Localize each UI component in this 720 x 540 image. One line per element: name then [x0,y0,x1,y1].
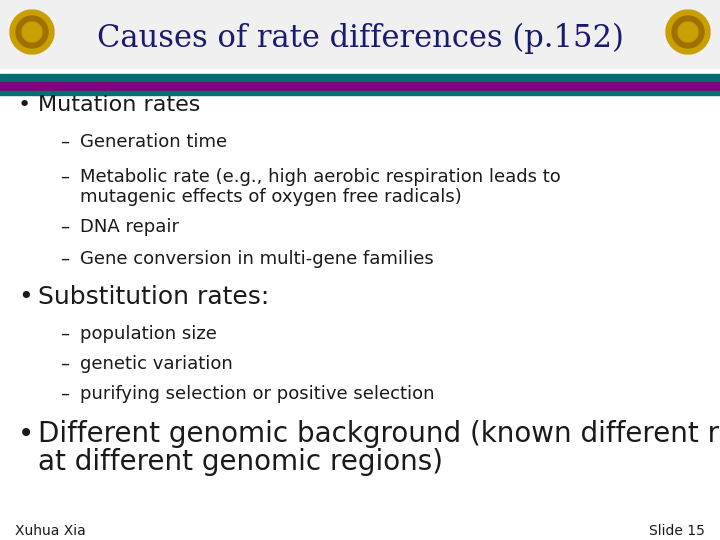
Circle shape [672,16,704,48]
Text: population size: population size [80,325,217,343]
Text: –: – [60,355,69,373]
Text: –: – [60,385,69,403]
Circle shape [22,22,42,42]
Text: Substitution rates:: Substitution rates: [38,285,269,309]
Text: Different genomic background (known different rates: Different genomic background (known diff… [38,420,720,448]
Bar [0,74,720,82]
Text: Generation time: Generation time [80,133,227,151]
Circle shape [10,10,54,54]
Text: genetic variation: genetic variation [80,355,233,373]
Bar [0,0,720,68]
Circle shape [16,16,48,48]
Text: •: • [18,420,35,448]
Text: •: • [18,285,32,309]
Circle shape [666,10,710,54]
Bar [0,82,720,91]
Text: mutagenic effects of oxygen free radicals): mutagenic effects of oxygen free radical… [80,188,462,206]
Text: at different genomic regions): at different genomic regions) [38,448,443,476]
Circle shape [678,22,698,42]
Text: Metabolic rate (e.g., high aerobic respiration leads to: Metabolic rate (e.g., high aerobic respi… [80,168,561,186]
Text: –: – [60,168,69,186]
Text: –: – [60,133,69,151]
Text: –: – [60,325,69,343]
Text: –: – [60,250,69,268]
Bar [0,91,720,95]
Text: Slide 15: Slide 15 [649,524,705,538]
Text: –: – [60,218,69,236]
Text: Causes of rate differences (p.152): Causes of rate differences (p.152) [96,22,624,53]
Text: Mutation rates: Mutation rates [38,95,200,115]
Text: purifying selection or positive selection: purifying selection or positive selectio… [80,385,434,403]
Text: •: • [18,95,31,115]
Text: Xuhua Xia: Xuhua Xia [15,524,86,538]
Text: Gene conversion in multi-gene families: Gene conversion in multi-gene families [80,250,433,268]
Text: DNA repair: DNA repair [80,218,179,236]
